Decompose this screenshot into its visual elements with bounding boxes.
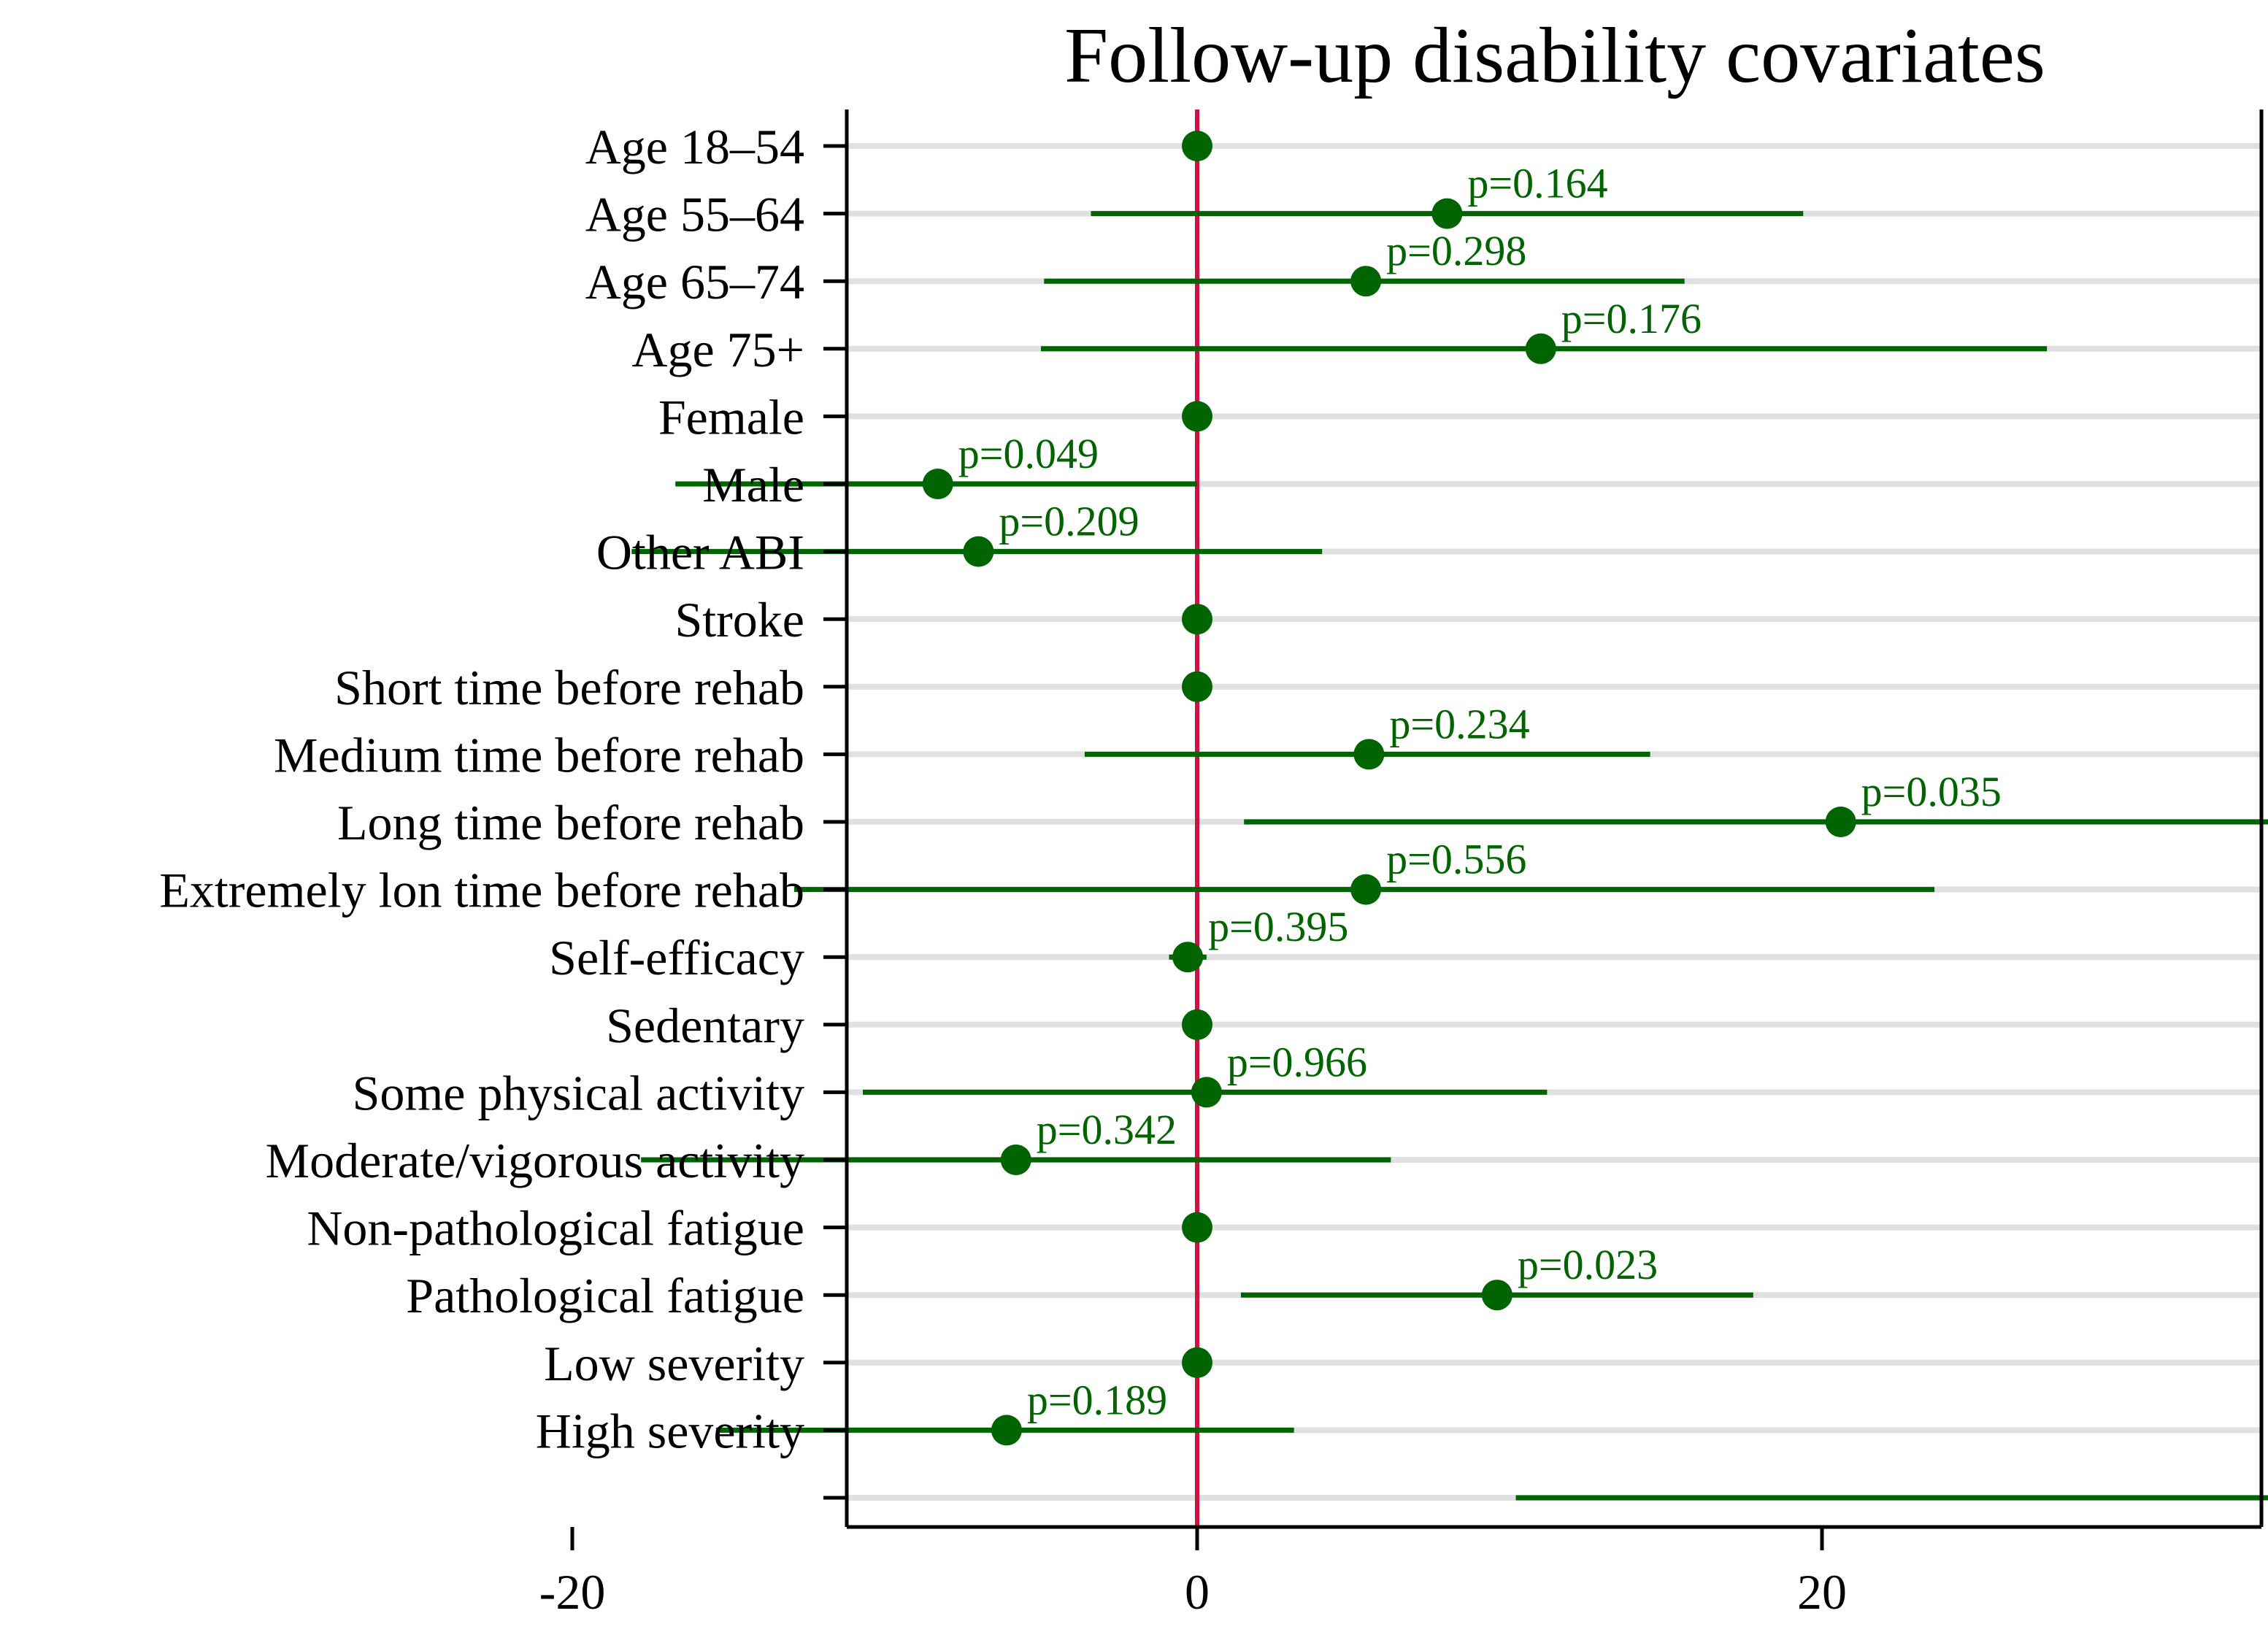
estimate-point (1182, 1347, 1212, 1378)
estimate-point (1350, 874, 1382, 905)
y-tick-label: Self-efficacy (549, 930, 804, 985)
estimate-point (1350, 266, 1382, 297)
estimate-point (1182, 1212, 1212, 1243)
estimate-point-layer (922, 131, 1856, 1446)
estimate-point (1525, 333, 1556, 364)
p-value-label: p=0.176 (1561, 295, 1702, 342)
y-tick-label: Sedentary (606, 998, 804, 1053)
p-value-label: p=0.035 (1861, 768, 2002, 815)
p-value-label: p=0.164 (1467, 160, 1607, 207)
estimate-point (1825, 807, 1856, 837)
x-tick-label-layer: -200204060 (539, 1564, 1847, 1620)
p-value-label: p=0.189 (1027, 1376, 1167, 1423)
estimate-point (1182, 1009, 1212, 1040)
y-tick-label: Age 55–64 (585, 187, 804, 242)
estimate-point (1431, 198, 1463, 229)
p-value-label-layer: p=0.164 p=0.298 p=0.176 p=0.049 p=0.209 p=0.2… (958, 160, 2002, 1424)
estimate-point (1481, 1280, 1512, 1311)
p-value-label: p=0.234 (1389, 700, 1529, 747)
y-tick-label: Non-pathological fatigue (307, 1201, 804, 1256)
estimate-point (963, 536, 994, 567)
estimate-point (991, 1415, 1022, 1446)
estimate-point (1191, 1077, 1222, 1108)
y-tick-label: Moderate/vigorous activity (266, 1133, 804, 1188)
y-tick-label: Low severity (544, 1336, 804, 1391)
y-tick-label: Female (658, 389, 804, 445)
p-value-label: p=0.395 (1208, 903, 1348, 950)
y-tick-label-layer: Age 18–54 Age 55–64 Age 65–74 Age 75+ Female… (159, 119, 804, 1458)
x-tick-label: 20 (1797, 1564, 1847, 1620)
p-value-label: p=0.342 (1037, 1106, 1177, 1153)
p-value-label: p=0.023 (1518, 1241, 1658, 1288)
estimate-point (1182, 604, 1212, 635)
y-tick-label: Age 75+ (631, 322, 804, 377)
y-tick-label: Long time before rehab (337, 795, 804, 850)
y-tick-label: Pathological fatigue (406, 1268, 804, 1323)
estimate-point (922, 469, 953, 499)
y-tick-label: Male (702, 457, 804, 512)
estimate-point (1182, 671, 1212, 702)
p-value-label: p=0.556 (1386, 836, 1526, 883)
y-tick-label: Age 18–54 (585, 119, 804, 174)
y-tick-label: Other ABI (596, 525, 804, 580)
axis-layer (570, 109, 2264, 1550)
y-tick-label: High severity (536, 1403, 804, 1458)
y-tick-label: Age 65–74 (585, 254, 804, 309)
p-value-label: p=0.049 (958, 430, 1099, 477)
estimate-point (1182, 131, 1212, 161)
estimate-point (1172, 942, 1204, 973)
y-tick-label: Extremely lon time before rehab (159, 863, 804, 918)
estimate-point (1182, 401, 1212, 432)
y-tick-label: Some physical activity (353, 1065, 804, 1120)
p-value-label: p=0.209 (999, 498, 1139, 545)
y-tick-label: Short time before rehab (334, 660, 804, 715)
y-tick-label: Stroke (674, 592, 804, 647)
chart-title: Follow-up disability covariates (1064, 12, 2045, 99)
y-tick-label: Medium time before rehab (274, 727, 804, 782)
p-value-label: p=0.966 (1227, 1038, 1367, 1085)
x-tick-label: 0 (1185, 1564, 1210, 1620)
x-tick-label: -20 (539, 1564, 606, 1620)
estimate-point (1000, 1144, 1031, 1175)
estimate-point (1353, 739, 1385, 770)
p-value-label: p=0.298 (1386, 227, 1526, 274)
